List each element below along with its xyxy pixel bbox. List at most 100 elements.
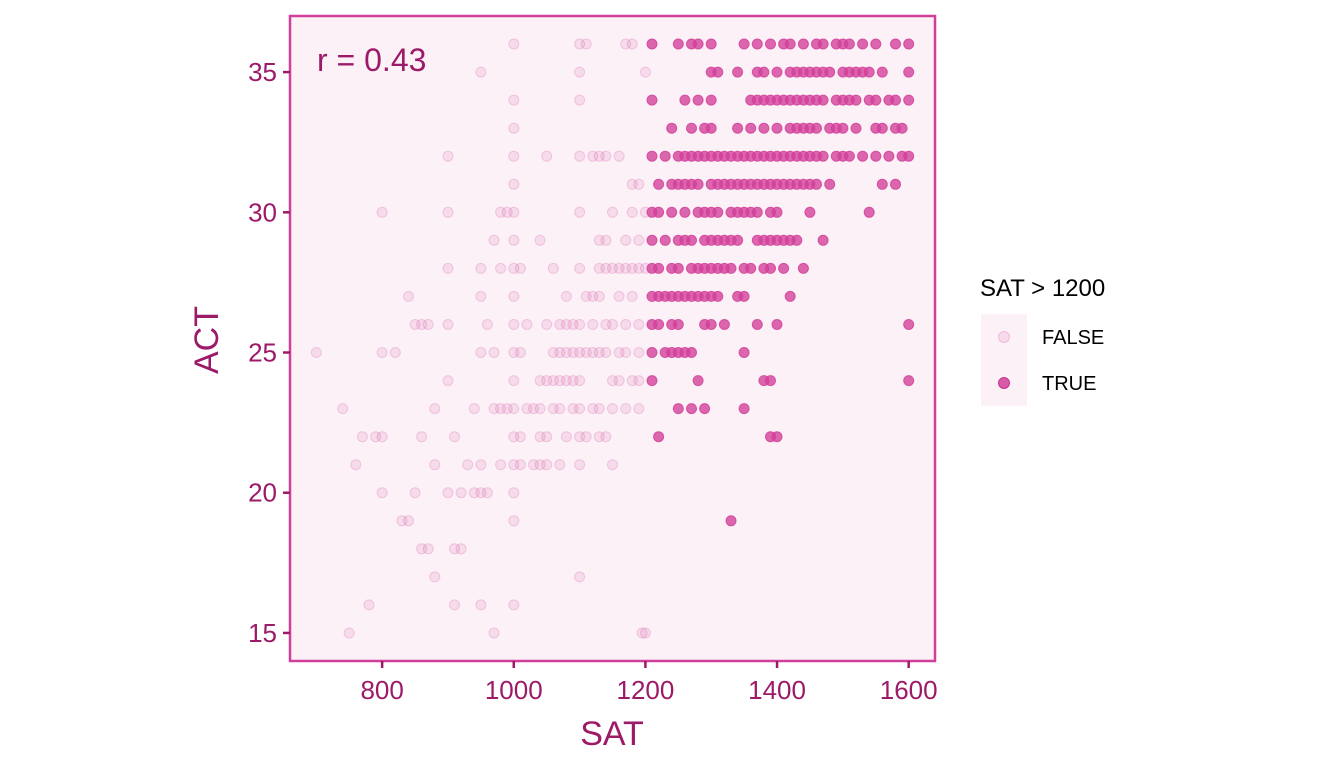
point-false-65 (508, 262, 520, 274)
point-true-31 (672, 262, 684, 274)
point-false-2 (343, 627, 355, 639)
point-false-118 (574, 319, 586, 330)
point-false-15 (409, 487, 421, 499)
point-true-140 (765, 262, 776, 274)
point-false-106 (560, 375, 572, 387)
point-false-177 (636, 627, 648, 639)
point-true-117 (745, 262, 757, 274)
point-false-112 (574, 38, 586, 50)
point-true-211 (843, 150, 855, 162)
point-false-161 (620, 319, 632, 330)
point-false-34 (455, 543, 467, 555)
point-false-74 (508, 515, 520, 527)
point-false-103 (560, 290, 572, 302)
legend-label-false: FALSE (1042, 327, 1104, 349)
x-tick-label-1200: 1200 (616, 675, 674, 705)
point-false-136 (593, 262, 605, 274)
point-false-46 (481, 487, 493, 499)
point-false-174 (633, 347, 645, 358)
point-false-67 (508, 319, 520, 330)
point-false-13 (403, 515, 414, 527)
point-true-195 (817, 234, 829, 246)
point-false-0 (310, 347, 322, 358)
point-false-52 (495, 206, 507, 218)
legend-label-true: TRUE (1042, 373, 1096, 395)
point-true-145 (771, 122, 783, 134)
point-true-47 (686, 234, 697, 246)
point-true-178 (797, 262, 809, 274)
point-false-166 (626, 262, 638, 274)
point-false-162 (620, 347, 632, 358)
point-false-151 (607, 403, 618, 415)
point-true-123 (751, 206, 763, 218)
point-false-56 (501, 403, 513, 415)
y-tick-label-35: 35 (248, 57, 277, 87)
point-false-87 (534, 431, 546, 443)
x-axis: 800 1000 1200 1400 1600 (360, 661, 938, 705)
point-true-151 (771, 431, 783, 443)
point-true-67 (699, 403, 711, 415)
point-false-17 (416, 431, 428, 443)
point-false-128 (580, 431, 592, 443)
point-false-107 (560, 431, 572, 443)
point-false-36 (462, 459, 474, 471)
point-false-149 (607, 319, 618, 330)
point-false-150 (607, 375, 618, 387)
point-false-141 (600, 150, 612, 162)
point-true-70 (705, 94, 717, 106)
point-false-18 (416, 319, 428, 330)
point-false-84 (534, 234, 546, 246)
point-false-10 (376, 487, 388, 499)
point-true-229 (883, 150, 895, 162)
point-false-35 (455, 487, 467, 499)
point-false-109 (567, 347, 579, 358)
point-false-64 (508, 234, 520, 246)
legend-title: SAT > 1200 (980, 275, 1105, 302)
point-false-130 (587, 290, 599, 302)
point-false-47 (481, 319, 493, 330)
point-true-104 (738, 38, 750, 50)
point-true-206 (837, 122, 849, 134)
point-false-155 (613, 290, 625, 302)
point-true-55 (692, 178, 704, 190)
point-false-138 (593, 347, 605, 358)
point-true-4 (646, 234, 658, 246)
point-false-32 (449, 543, 460, 555)
point-false-81 (521, 319, 533, 330)
point-false-16 (409, 319, 421, 330)
point-true-16 (659, 150, 671, 162)
point-true-82 (712, 206, 724, 218)
x-tick-label-1400: 1400 (748, 675, 806, 705)
point-true-225 (876, 66, 888, 78)
point-false-113 (574, 66, 586, 78)
y-axis-title: ACT (188, 306, 226, 374)
point-true-118 (751, 38, 763, 50)
point-false-29 (442, 375, 454, 387)
point-false-101 (554, 403, 566, 415)
point-false-1 (337, 403, 349, 415)
point-false-60 (508, 122, 520, 134)
point-false-135 (593, 234, 605, 246)
point-true-85 (712, 290, 724, 302)
point-true-191 (817, 38, 829, 50)
point-false-61 (508, 150, 520, 162)
point-true-134 (765, 38, 776, 50)
point-false-121 (574, 403, 586, 415)
point-true-0 (646, 38, 658, 50)
point-false-137 (593, 290, 605, 302)
point-false-71 (508, 431, 520, 443)
point-false-132 (587, 403, 599, 415)
point-false-164 (626, 178, 638, 190)
point-true-222 (870, 94, 882, 106)
point-false-27 (442, 262, 454, 274)
point-false-50 (488, 403, 500, 415)
point-false-39 (475, 66, 487, 78)
point-false-156 (613, 347, 625, 358)
point-false-7 (376, 206, 388, 218)
point-false-49 (488, 347, 500, 358)
point-false-42 (475, 347, 487, 358)
y-axis: 15 20 25 30 35 (248, 57, 290, 648)
point-true-157 (778, 262, 790, 274)
point-false-54 (495, 403, 507, 415)
legend-key-true (998, 377, 1010, 389)
